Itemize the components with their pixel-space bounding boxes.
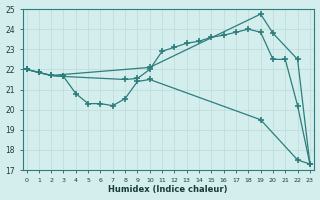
X-axis label: Humidex (Indice chaleur): Humidex (Indice chaleur): [108, 185, 228, 194]
